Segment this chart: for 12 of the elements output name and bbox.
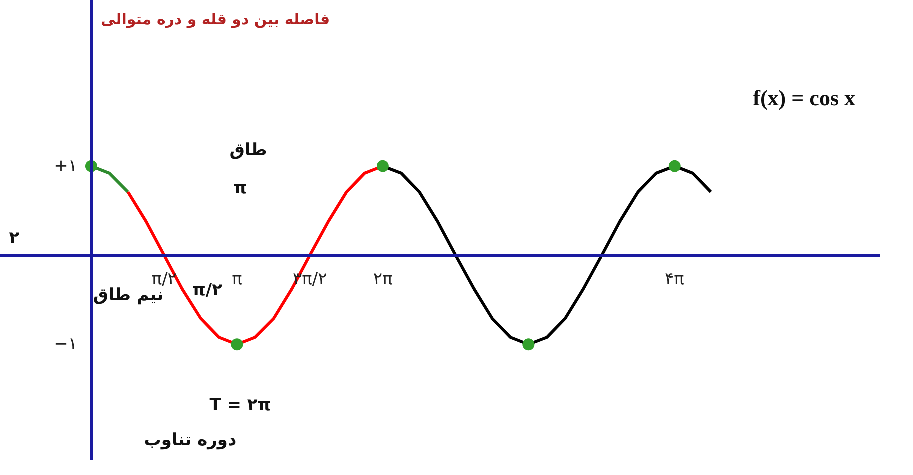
annotation: دوره تناوب <box>144 430 237 450</box>
x-tick-label: ۲π <box>373 269 393 290</box>
text: f(x) = cos x <box>753 86 856 110</box>
annotation: T = ۲π <box>210 396 272 416</box>
annotation: طاق <box>230 140 268 160</box>
x-tick-label: ۴π <box>665 269 684 290</box>
x-tick-label: π <box>232 269 242 290</box>
y-tick-label: −۱ <box>54 334 78 355</box>
annotation: π <box>234 178 248 198</box>
annotation: ۲ <box>9 228 20 248</box>
y-tick-label: +۱ <box>54 156 78 176</box>
text: فاصله بین دو قله و دره متوالی <box>100 10 330 28</box>
